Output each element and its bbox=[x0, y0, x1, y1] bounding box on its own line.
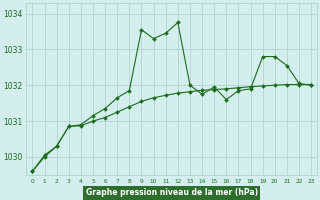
X-axis label: Graphe pression niveau de la mer (hPa): Graphe pression niveau de la mer (hPa) bbox=[86, 188, 258, 197]
